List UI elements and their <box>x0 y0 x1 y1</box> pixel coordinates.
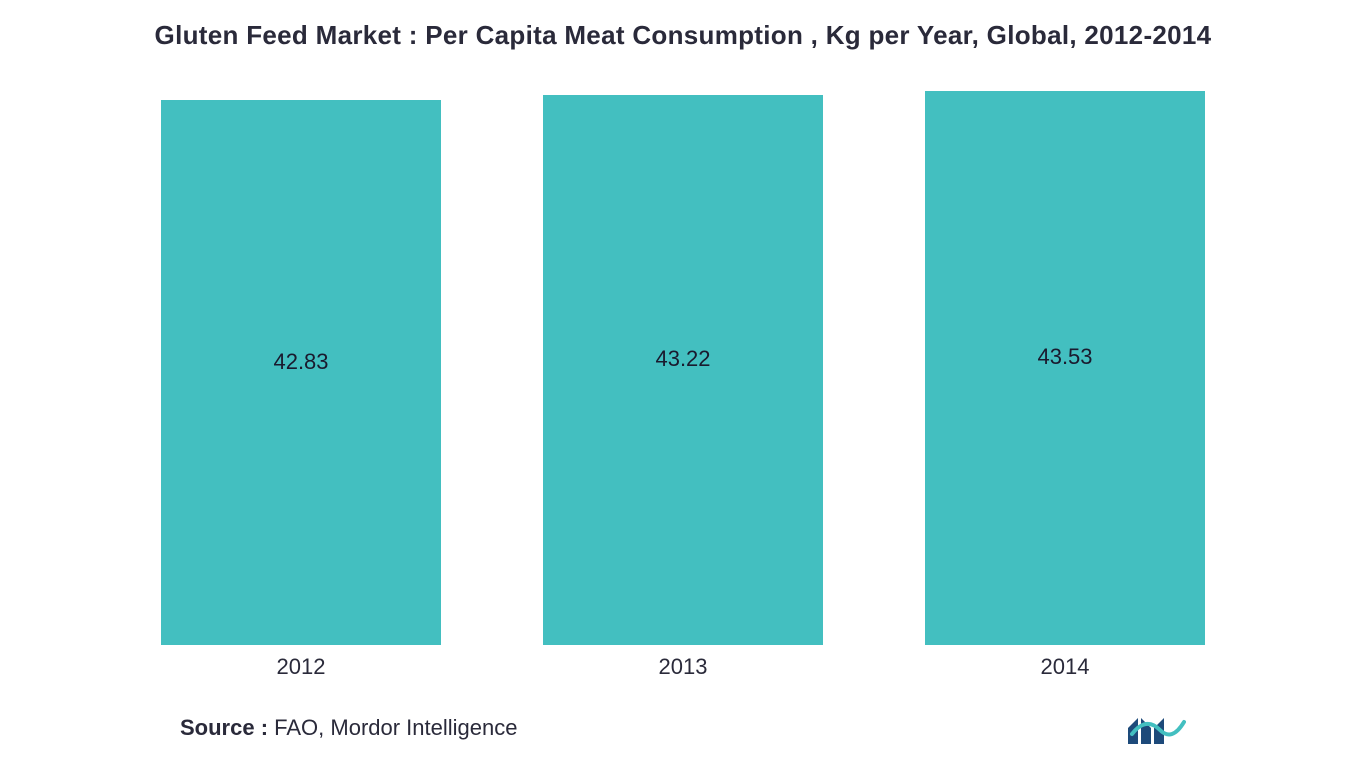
bar-value-label-2: 43.53 <box>1037 344 1092 370</box>
logo-svg <box>1126 710 1186 746</box>
x-label-0: 2012 <box>161 654 441 680</box>
x-axis-labels: 2012 2013 2014 <box>50 654 1316 680</box>
bar-value-label-1: 43.22 <box>655 346 710 372</box>
source-label: Source : <box>180 715 274 740</box>
bar-group-2: 43.53 <box>925 91 1205 645</box>
source-row: Source : FAO, Mordor Intelligence <box>50 710 1316 746</box>
mordor-logo-icon <box>1126 710 1186 746</box>
bar-0: 42.83 <box>161 100 441 645</box>
source-text: Source : FAO, Mordor Intelligence <box>180 715 517 741</box>
x-label-1: 2013 <box>543 654 823 680</box>
bar-group-0: 42.83 <box>161 100 441 645</box>
x-label-2: 2014 <box>925 654 1205 680</box>
chart-title: Gluten Feed Market : Per Capita Meat Con… <box>50 20 1316 51</box>
source-value: FAO, Mordor Intelligence <box>274 715 517 740</box>
bar-group-1: 43.22 <box>543 95 823 645</box>
chart-container: Gluten Feed Market : Per Capita Meat Con… <box>0 0 1366 768</box>
plot-area: 42.83 43.22 43.53 <box>50 91 1316 646</box>
bar-value-label-0: 42.83 <box>273 349 328 375</box>
bar-1: 43.22 <box>543 95 823 645</box>
bar-2: 43.53 <box>925 91 1205 645</box>
